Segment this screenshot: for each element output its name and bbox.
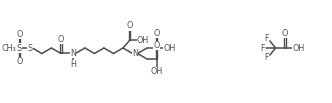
- Text: S: S: [27, 43, 33, 53]
- Text: O: O: [153, 29, 160, 38]
- Text: OH: OH: [137, 36, 149, 45]
- Text: OH: OH: [292, 43, 305, 53]
- Text: O: O: [58, 35, 64, 43]
- Text: CH₃: CH₃: [1, 43, 16, 53]
- Text: O: O: [282, 29, 288, 38]
- Text: F: F: [264, 53, 269, 62]
- Text: F: F: [264, 34, 269, 43]
- Text: F: F: [260, 43, 265, 53]
- Text: H: H: [70, 60, 76, 69]
- Text: O: O: [153, 41, 160, 50]
- Text: O: O: [126, 21, 133, 30]
- Text: S: S: [17, 43, 22, 53]
- Text: N: N: [70, 49, 76, 58]
- Text: N: N: [132, 49, 138, 58]
- Text: OH: OH: [164, 43, 176, 53]
- Text: O: O: [16, 30, 23, 39]
- Text: OH: OH: [150, 67, 163, 76]
- Text: O: O: [16, 57, 23, 66]
